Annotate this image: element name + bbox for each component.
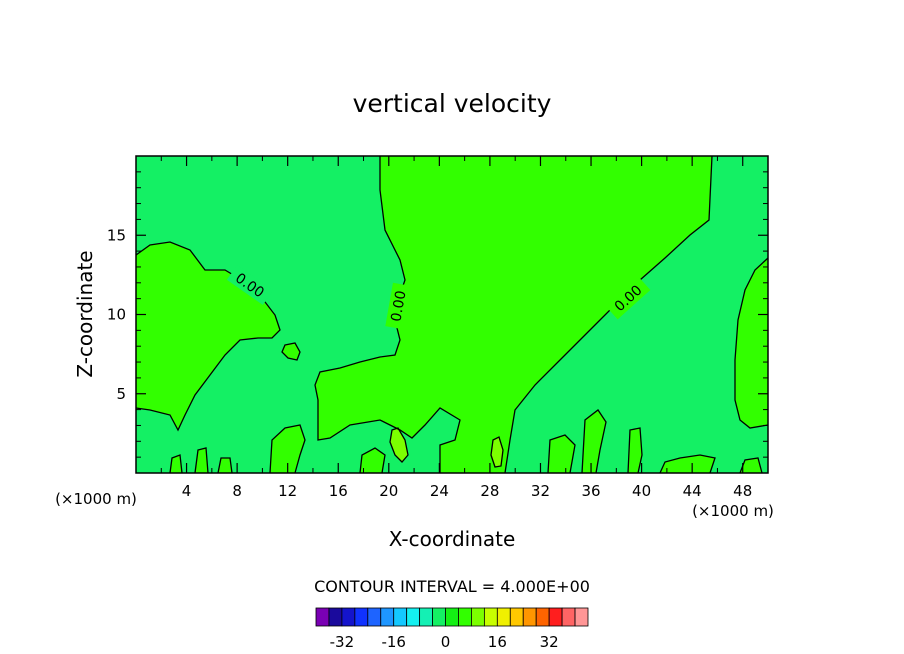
- x-tick-label: 4: [182, 482, 192, 500]
- colorbar-swatch: [315, 607, 330, 627]
- colorbar-swatch: [406, 607, 421, 627]
- colorbar-swatch: [574, 607, 589, 627]
- contour-label-2: 0.00: [388, 289, 409, 322]
- colorbar-swatch: [445, 607, 459, 627]
- positive-region-bumps: [170, 410, 762, 473]
- axis-ticks: [136, 156, 768, 473]
- x-tick-label: 44: [683, 482, 702, 500]
- x-unit-right: (×1000 m): [692, 502, 774, 520]
- chart-title: vertical velocity: [353, 89, 552, 118]
- x-tick-label: 36: [581, 482, 600, 500]
- colorbar-swatch: [483, 607, 498, 627]
- x-tick-label: 24: [430, 482, 449, 500]
- x-tick-label: 40: [632, 482, 651, 500]
- colorbar-tick-label: -16: [381, 633, 406, 651]
- x-tick-label: 32: [531, 482, 550, 500]
- colorbar-swatch: [393, 607, 408, 627]
- colorbar-swatch: [328, 607, 343, 627]
- x-tick-label: 48: [733, 482, 752, 500]
- colorbar-swatch: [548, 607, 563, 627]
- colorbar-tick-label: 16: [488, 633, 507, 651]
- colorbar-tick-label: 0: [441, 633, 451, 651]
- y-tick-labels: 5 10 15: [107, 226, 126, 403]
- positive-region-central: [315, 156, 712, 473]
- colorbar-swatch: [509, 607, 524, 627]
- y-tick-label: 15: [107, 226, 126, 244]
- x-tick-label: 28: [480, 482, 499, 500]
- colorbar-swatch: [341, 607, 356, 627]
- colorbar-swatch: [535, 607, 550, 627]
- colorbar-swatch: [419, 607, 433, 627]
- x-tick-label: 16: [329, 482, 348, 500]
- x-tick-labels: 4 8 12 16 20 24 28 32 36 40 44 48: [182, 482, 752, 500]
- colorbar-swatch: [561, 607, 576, 627]
- contour-interval: CONTOUR INTERVAL = 4.000E+00: [314, 577, 590, 596]
- x-axis-label: X-coordinate: [389, 527, 516, 551]
- x-tick-label: 8: [232, 482, 242, 500]
- weak-positive-blob-2: [491, 437, 503, 467]
- x-tick-label: 20: [379, 482, 398, 500]
- colorbar-swatch: [496, 607, 511, 627]
- x-tick-label: 12: [278, 482, 297, 500]
- colorbar-swatch: [354, 607, 369, 627]
- colorbar-swatch: [367, 607, 382, 627]
- x-unit-left: (×1000 m): [55, 490, 137, 508]
- colorbar-swatch: [522, 607, 537, 627]
- positive-region-right: [735, 258, 768, 428]
- colorbar-swatch: [471, 607, 485, 627]
- y-tick-label: 5: [116, 385, 126, 403]
- colorbar-swatch: [432, 607, 446, 627]
- colorbar-tick-label: 32: [540, 633, 559, 651]
- colorbar-swatch: [380, 607, 395, 627]
- colorbar-swatch: [458, 607, 472, 627]
- y-axis-label: Z-coordinate: [73, 250, 97, 377]
- colorbar: [315, 607, 589, 627]
- y-tick-label: 10: [107, 306, 126, 324]
- plot-area: 0.00 0.00 0.00: [135, 155, 769, 474]
- colorbar-labels: -32 -16 0 16 32: [330, 633, 559, 651]
- colorbar-tick-label: -32: [330, 633, 355, 651]
